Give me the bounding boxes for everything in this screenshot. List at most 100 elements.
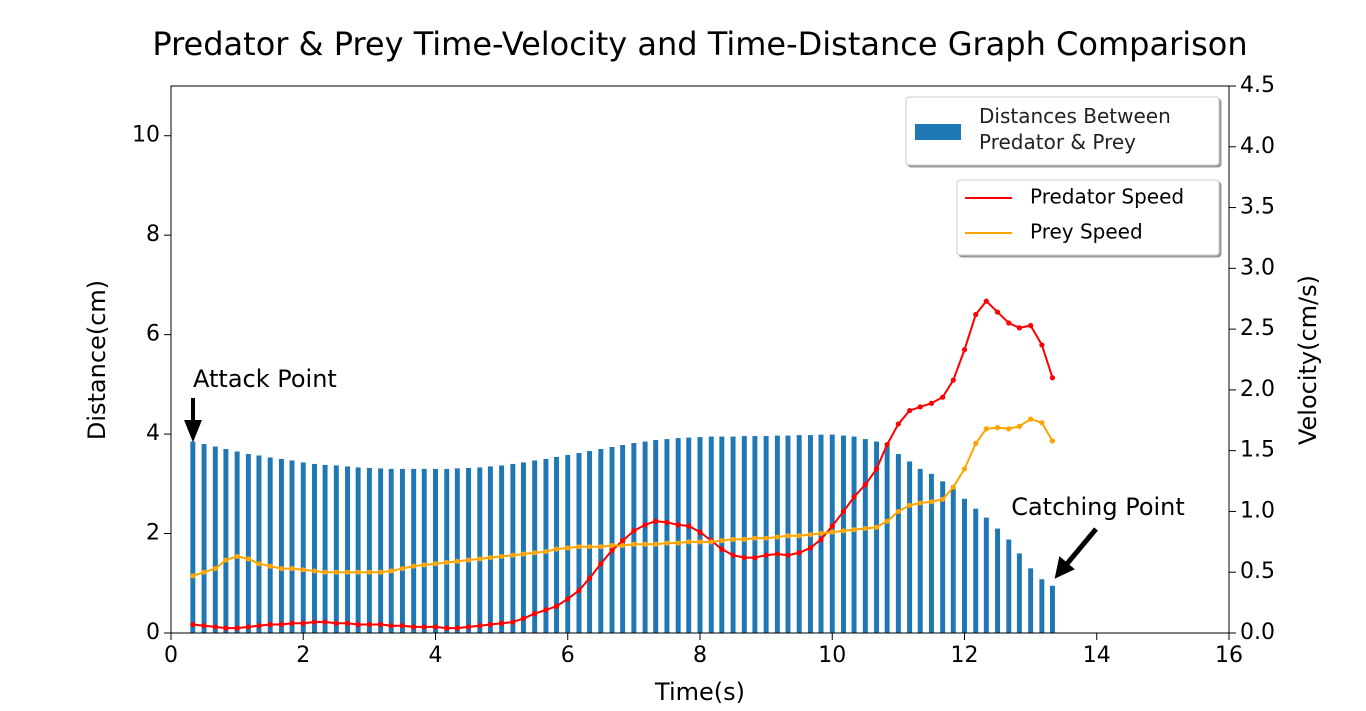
marker: [344, 620, 351, 626]
bar: [741, 436, 747, 633]
marker: [388, 568, 394, 574]
bar: [388, 468, 394, 633]
marker: [851, 494, 857, 500]
marker: [730, 536, 736, 543]
bar: [532, 460, 538, 633]
bar: [884, 446, 890, 633]
bar: [378, 468, 384, 633]
marker: [201, 569, 207, 575]
marker: [278, 621, 285, 628]
bar: [223, 449, 229, 633]
marker: [477, 556, 483, 562]
marker: [774, 551, 780, 557]
bar: [543, 458, 549, 633]
marker: [873, 524, 880, 530]
bar: [851, 436, 857, 633]
marker: [1039, 420, 1045, 426]
y2-axis-label: Velocity(cm/s): [1294, 275, 1322, 445]
bar: [631, 443, 637, 633]
marker: [983, 298, 989, 304]
marker: [267, 563, 273, 569]
y2-tick-label: 0.0: [1240, 620, 1275, 645]
marker: [432, 561, 439, 567]
bar: [1028, 568, 1034, 633]
bar: [234, 451, 240, 633]
marker: [399, 565, 406, 572]
legend-label: Prey Speed: [1030, 220, 1143, 244]
bar: [841, 435, 846, 633]
bar: [433, 468, 438, 633]
marker: [818, 536, 824, 543]
marker: [1006, 426, 1012, 432]
marker: [620, 542, 626, 549]
bar: [554, 456, 559, 633]
marker: [829, 523, 835, 529]
bar: [609, 447, 615, 633]
marker: [1049, 438, 1056, 444]
marker: [940, 496, 946, 502]
marker: [411, 563, 417, 569]
marker: [719, 538, 725, 544]
marker: [973, 311, 979, 318]
marker: [752, 535, 758, 541]
bar: [719, 436, 725, 633]
bar: [940, 481, 946, 633]
marker: [598, 561, 604, 567]
marker: [928, 499, 935, 505]
bar: [708, 436, 714, 633]
marker: [785, 552, 791, 558]
marker: [994, 424, 1001, 431]
marker: [697, 539, 703, 545]
bar: [895, 453, 901, 633]
marker: [256, 561, 262, 567]
y-tick-label: 8: [146, 222, 160, 247]
bar: [322, 464, 328, 633]
marker: [300, 567, 306, 573]
bar: [355, 467, 361, 633]
y2-tick-label: 1.0: [1240, 498, 1275, 523]
marker: [940, 394, 946, 400]
marker: [818, 530, 824, 536]
bar: [774, 435, 780, 633]
marker: [950, 377, 956, 383]
marker: [444, 625, 450, 631]
bar: [763, 436, 769, 633]
marker: [642, 541, 648, 547]
marker: [212, 624, 218, 630]
bar: [950, 488, 956, 633]
marker: [190, 573, 196, 579]
marker: [234, 625, 240, 631]
marker: [1016, 325, 1022, 331]
marker: [355, 569, 361, 575]
x-tick-label: 0: [164, 643, 178, 668]
y2-tick-label: 3.5: [1240, 195, 1275, 220]
marker: [586, 544, 593, 550]
bar: [454, 468, 460, 633]
marker: [421, 562, 427, 568]
bar: [444, 468, 450, 633]
bar: [565, 454, 571, 633]
marker: [851, 527, 857, 533]
marker: [333, 569, 339, 575]
marker: [465, 624, 472, 630]
marker: [366, 569, 372, 575]
x-tick-label: 16: [1215, 643, 1243, 668]
marker: [1028, 416, 1034, 422]
marker: [653, 541, 659, 547]
marker: [697, 529, 703, 535]
legend-label: Predator Speed: [1030, 185, 1184, 209]
bar: [587, 450, 593, 633]
marker: [212, 565, 218, 572]
bar: [907, 461, 913, 633]
bar: [874, 441, 880, 633]
marker: [576, 587, 582, 594]
marker: [907, 502, 913, 508]
bar: [653, 440, 659, 633]
marker: [245, 556, 251, 562]
bar: [1006, 539, 1012, 633]
marker: [873, 466, 880, 472]
marker: [1006, 320, 1012, 326]
marker: [388, 623, 394, 629]
marker: [686, 523, 692, 529]
marker: [895, 421, 901, 427]
